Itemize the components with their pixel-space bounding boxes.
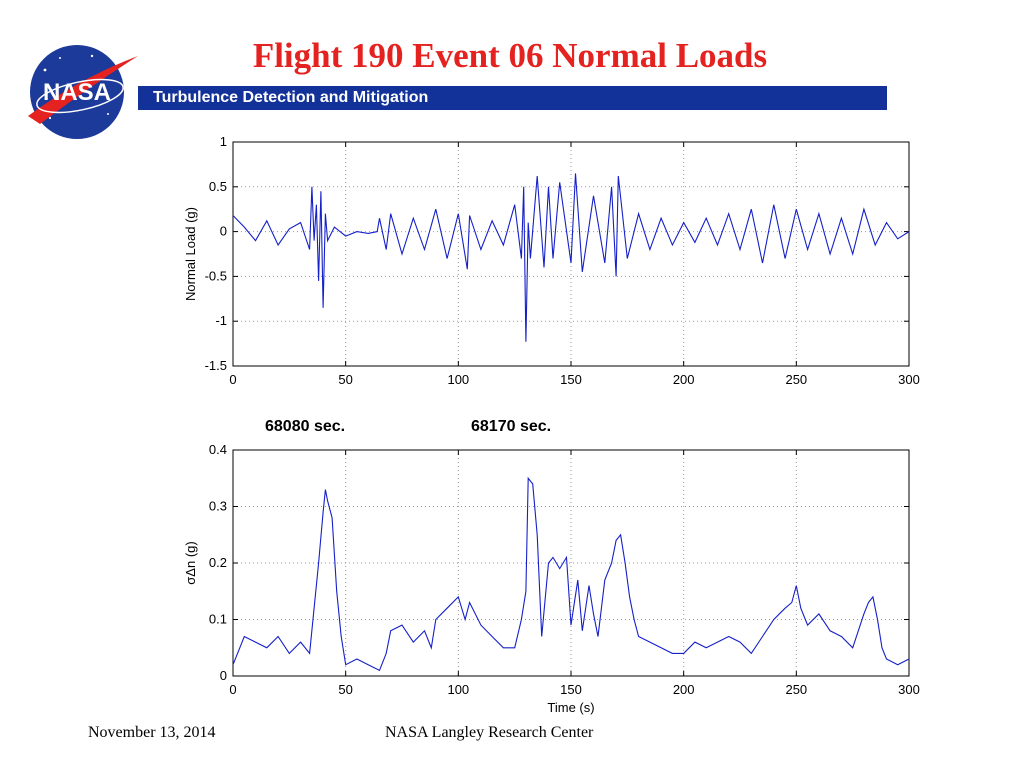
y-tick-label: -1.5	[205, 358, 227, 373]
footer-date: November 13, 2014	[88, 724, 216, 741]
x-tick-label: 0	[229, 682, 236, 697]
y-axis-label: σΔn (g)	[183, 541, 198, 584]
y-tick-label: 1	[220, 134, 227, 149]
y-tick-label: 0.3	[209, 499, 227, 514]
banner-label: Turbulence Detection and Mitigation	[153, 89, 429, 106]
y-tick-label: 0.2	[209, 555, 227, 570]
x-tick-label: 250	[785, 372, 807, 387]
x-axis-label: Time (s)	[547, 700, 594, 715]
series-line-0-0	[232, 173, 910, 342]
x-tick-label: 100	[447, 372, 469, 387]
x-tick-label: 200	[673, 372, 695, 387]
x-tick-label: 100	[447, 682, 469, 697]
y-tick-label: 0	[220, 224, 227, 239]
y-tick-label: 0	[220, 668, 227, 683]
y-tick-label: 0.4	[209, 442, 227, 457]
svg-text:NASA: NASA	[43, 79, 111, 106]
x-tick-label: 250	[785, 682, 807, 697]
x-tick-label: 200	[673, 682, 695, 697]
y-tick-label: 0.1	[209, 612, 227, 627]
y-axis-label: Normal Load (g)	[183, 207, 198, 301]
footer-center: NASA Langley Research Center	[385, 724, 594, 741]
x-tick-label: 50	[338, 372, 352, 387]
x-tick-label: 300	[898, 372, 920, 387]
marker-label-left: 68080 sec.	[265, 418, 346, 435]
x-tick-label: 150	[560, 372, 582, 387]
x-tick-label: 0	[229, 372, 236, 387]
y-tick-label: 0.5	[209, 179, 227, 194]
marker-label-right: 68170 sec.	[471, 418, 552, 435]
nasa-logo: NASA	[28, 43, 138, 141]
x-tick-label: 150	[560, 682, 582, 697]
banner: Turbulence Detection and Mitigation	[138, 86, 887, 110]
x-tick-label: 50	[338, 682, 352, 697]
y-tick-label: -0.5	[205, 268, 227, 283]
series-line-1-0	[232, 476, 910, 672]
slide-title: Flight 190 Event 06 Normal Loads	[252, 36, 768, 75]
y-tick-label: -1	[215, 313, 227, 328]
x-tick-label: 300	[898, 682, 920, 697]
